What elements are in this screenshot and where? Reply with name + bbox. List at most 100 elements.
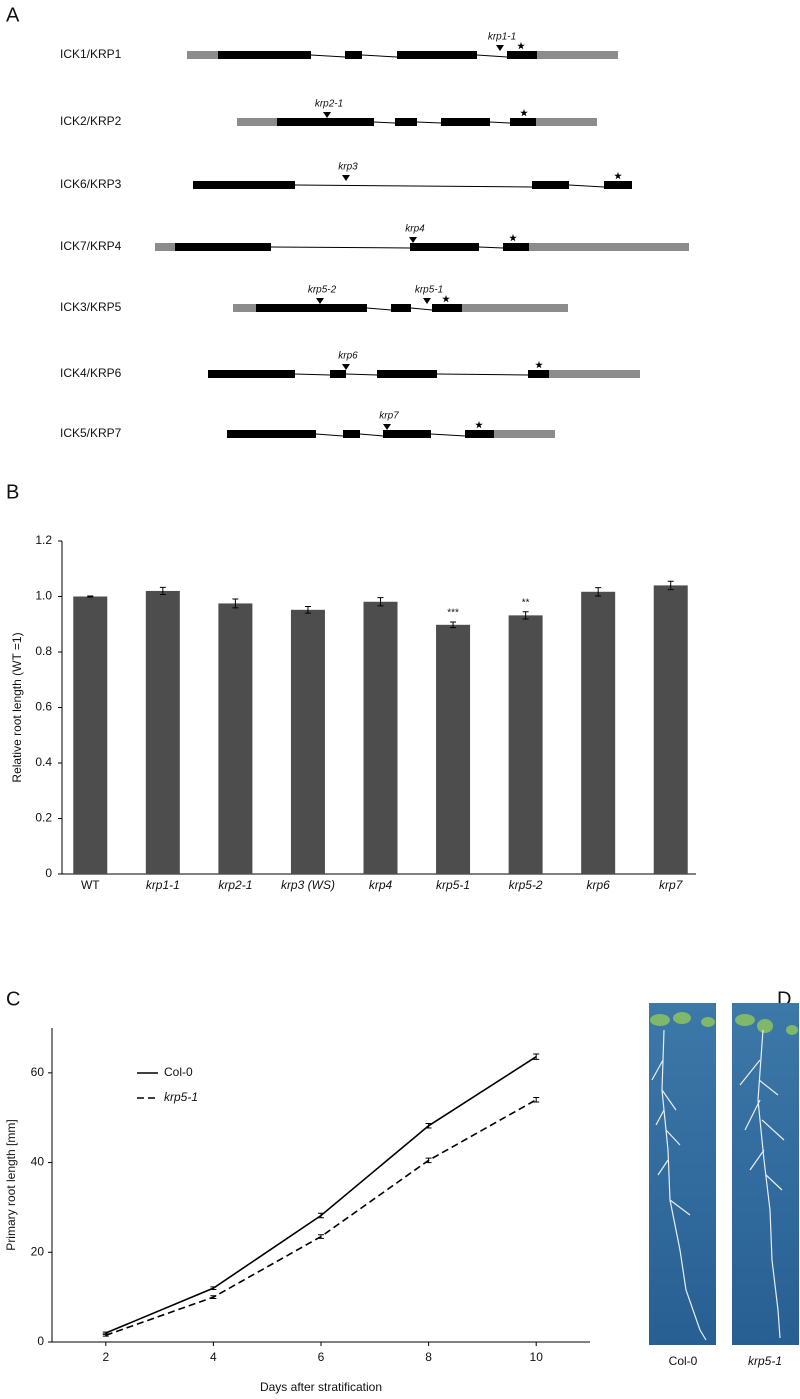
x-tick-label: krp7 <box>659 878 684 892</box>
bar <box>436 624 471 874</box>
intron <box>345 373 378 376</box>
x-tick-label: krp3 (WS) <box>281 878 335 892</box>
photo-panel: Col-0 krp5-1 <box>649 1003 799 1368</box>
exon <box>503 243 529 251</box>
allele-label: krp7 <box>379 411 399 422</box>
root <box>651 1029 785 1341</box>
error-bar <box>232 598 239 609</box>
y-tick-label: 40 <box>31 1155 45 1169</box>
gene-name: ICK5/KRP7 <box>60 426 122 440</box>
exon <box>218 51 311 59</box>
utr <box>536 118 597 126</box>
insertion-marker <box>383 424 391 430</box>
panel-label: C <box>6 988 20 1010</box>
utr <box>494 430 555 438</box>
stop-codon-star <box>442 295 450 303</box>
bar <box>218 603 253 874</box>
intron <box>270 246 411 249</box>
exon <box>343 430 360 438</box>
stop-codon-star <box>614 172 622 180</box>
intron <box>568 184 605 188</box>
error-bar <box>210 1295 217 1299</box>
x-tick-label: 10 <box>530 1350 544 1364</box>
insertion-marker <box>423 298 431 304</box>
utr <box>549 370 640 378</box>
error-bar <box>450 621 457 629</box>
utr <box>155 243 175 251</box>
exon <box>395 118 417 126</box>
insertion-marker <box>496 45 504 51</box>
error-bar <box>522 611 529 620</box>
exon <box>345 51 362 59</box>
exon <box>277 118 374 126</box>
x-tick-label: 8 <box>425 1350 432 1364</box>
exon <box>441 118 490 126</box>
error-bar <box>318 1234 324 1239</box>
exon <box>465 430 494 438</box>
x-axis-label: Days after stratification <box>260 1380 382 1394</box>
bar <box>290 609 325 874</box>
x-tick-label: 2 <box>102 1350 109 1364</box>
utr <box>233 304 256 312</box>
intron <box>315 433 344 437</box>
utr <box>462 304 568 312</box>
y-tick-label: 1.0 <box>35 589 52 603</box>
error-bar <box>210 1286 217 1291</box>
gene-name: ICK1/KRP1 <box>60 47 122 61</box>
x-tick-label: 4 <box>210 1350 217 1364</box>
error-bar <box>667 580 674 591</box>
x-tick-label: krp5-2 <box>509 878 543 892</box>
x-tick-label: WT <box>81 878 100 892</box>
error-bar <box>102 1333 109 1337</box>
error-bar <box>377 597 384 607</box>
gene-name: ICK7/KRP4 <box>60 239 122 253</box>
stop-codon-star <box>509 234 517 242</box>
error-bar <box>318 1212 324 1219</box>
error-bar <box>533 1053 540 1060</box>
exon <box>410 243 479 251</box>
exon <box>432 304 462 312</box>
x-tick-label: krp2-1 <box>218 878 252 892</box>
intron <box>366 307 392 311</box>
insertion-marker <box>342 364 350 370</box>
utr <box>187 51 218 59</box>
intron <box>294 184 533 188</box>
error-bar <box>425 1157 432 1164</box>
x-tick-label: krp1-1 <box>146 878 180 892</box>
exon <box>604 181 632 189</box>
error-bar <box>87 595 94 598</box>
y-axis-label: Primary root length [mm] <box>4 1119 18 1250</box>
photo <box>649 1003 716 1345</box>
exon <box>175 243 271 251</box>
error-bar <box>102 1331 109 1335</box>
photo-label: krp5-1 <box>748 1354 782 1368</box>
y-tick-label: 1.2 <box>35 533 52 547</box>
significance-label: ** <box>522 597 530 608</box>
stop-codon-star <box>475 421 483 429</box>
stop-codon-star <box>535 361 543 369</box>
allele-label: krp3 <box>338 162 358 173</box>
bar <box>145 590 180 874</box>
allele-label: krp1-1 <box>488 32 516 43</box>
significance-label: *** <box>447 608 459 619</box>
y-tick-label: 0.4 <box>35 755 52 769</box>
intron <box>373 121 396 124</box>
exon <box>391 304 411 312</box>
error-bar <box>159 586 166 596</box>
exon <box>193 181 295 189</box>
x-tick-label: 6 <box>318 1350 325 1364</box>
exon <box>227 430 316 438</box>
insertion-marker <box>409 237 417 243</box>
exon <box>208 370 295 378</box>
insertion-marker <box>323 112 331 118</box>
allele-label: krp2-1 <box>315 99 343 110</box>
error-bar <box>595 587 602 597</box>
seedling <box>650 1012 798 1035</box>
y-tick-label: 20 <box>31 1244 45 1258</box>
intron <box>489 121 511 124</box>
legend-label: krp5-1 <box>164 1090 198 1104</box>
stop-codon-star <box>520 109 528 117</box>
bar <box>363 601 398 874</box>
x-tick-label: krp5-1 <box>436 878 470 892</box>
legend-label: Col-0 <box>164 1065 193 1079</box>
